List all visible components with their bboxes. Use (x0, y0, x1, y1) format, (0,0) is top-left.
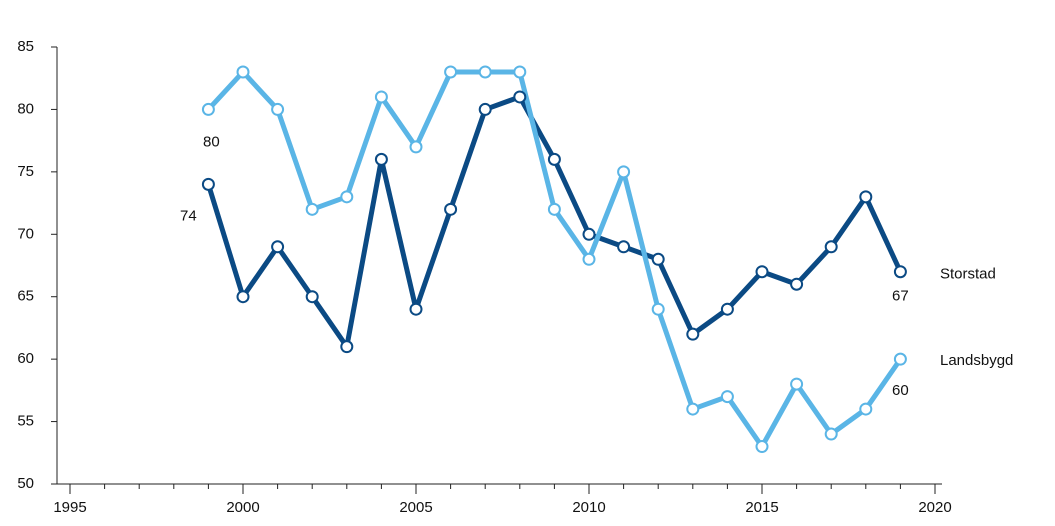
x-tick-label: 2005 (399, 499, 432, 516)
point (651, 252, 665, 266)
y-tick-label: 75 (17, 163, 34, 180)
point (271, 102, 285, 116)
point (755, 265, 769, 279)
point (305, 290, 319, 304)
point (236, 290, 250, 304)
x-tick-label: 1995 (53, 499, 86, 516)
point (790, 377, 804, 391)
x-tick-label: 2010 (572, 499, 605, 516)
point (686, 402, 700, 416)
data-label: 80 (203, 133, 220, 150)
y-tick-label: 50 (17, 475, 34, 492)
point (686, 327, 700, 341)
point (755, 440, 769, 454)
point (340, 340, 354, 354)
point (513, 90, 527, 104)
point (617, 165, 631, 179)
point (547, 202, 561, 216)
point (582, 252, 596, 266)
y-tick-label: 85 (17, 38, 34, 55)
y-tick-label: 60 (17, 350, 34, 367)
point (201, 177, 215, 191)
point (444, 202, 458, 216)
point (305, 202, 319, 216)
series-label: Storstad (940, 266, 996, 283)
series-label: Landsbygd (940, 352, 1013, 369)
x-tick-label: 2020 (918, 499, 951, 516)
x-tick-label: 2015 (745, 499, 778, 516)
y-tick-label: 65 (17, 288, 34, 305)
point (374, 152, 388, 166)
point (409, 140, 423, 154)
point (236, 65, 250, 79)
y-tick-label: 80 (17, 100, 34, 117)
point (478, 65, 492, 79)
point (859, 402, 873, 416)
point (340, 190, 354, 204)
data-label: 74 (180, 207, 197, 224)
point (859, 190, 873, 204)
point (824, 427, 838, 441)
point (547, 152, 561, 166)
point (651, 302, 665, 316)
point (374, 90, 388, 104)
point (720, 390, 734, 404)
point (409, 302, 423, 316)
point (824, 240, 838, 254)
point (720, 302, 734, 316)
data-label: 67 (892, 288, 909, 305)
y-tick-label: 55 (17, 413, 34, 430)
point (617, 240, 631, 254)
point (582, 227, 596, 241)
x-tick-label: 2000 (226, 499, 259, 516)
y-tick-label: 70 (17, 225, 34, 242)
point (444, 65, 458, 79)
point (790, 277, 804, 291)
series-line (206, 94, 903, 350)
data-label: 60 (892, 382, 909, 399)
point (271, 240, 285, 254)
point (513, 65, 527, 79)
point (893, 352, 907, 366)
point (478, 102, 492, 116)
point (201, 102, 215, 116)
point (893, 265, 907, 279)
